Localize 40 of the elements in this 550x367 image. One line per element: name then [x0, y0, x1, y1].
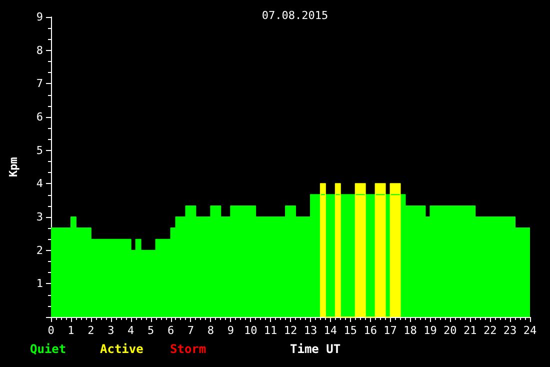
- x-tick-label: 18: [404, 324, 417, 337]
- x-tick-label: 4: [128, 324, 135, 337]
- text: Active: [100, 342, 144, 356]
- x-tick-label: 22: [483, 324, 497, 337]
- y-tick-label: 8: [36, 44, 43, 57]
- x-tick-label: 7: [187, 324, 194, 337]
- x-tick-label: 16: [364, 324, 377, 337]
- x-tick-label: 17: [384, 324, 397, 337]
- x-tick-label: 12: [284, 324, 298, 337]
- y-tick-label: 1: [36, 277, 43, 290]
- x-tick-label: 21: [464, 324, 477, 337]
- x-tick-label: 0: [48, 324, 54, 337]
- y-tick-label: 2: [36, 244, 43, 257]
- y-tick-label: 9: [36, 10, 43, 24]
- y-axis-title: Kpm: [7, 156, 20, 177]
- x-tick-label: 11: [264, 324, 278, 337]
- x-tick-label: 3: [108, 324, 114, 337]
- x-tick-label: 24: [523, 324, 537, 337]
- y-tick-label: 3: [36, 210, 43, 224]
- x-tick-label: 15: [344, 324, 357, 337]
- chart-title: 07.08.2015: [262, 9, 328, 22]
- x-tick-label: 5: [147, 324, 154, 337]
- x-tick-label: 19: [424, 324, 437, 337]
- y-tick-label: 4: [36, 177, 44, 190]
- x-tick-label: 23: [503, 324, 517, 337]
- x-axis-title: Time UT: [290, 342, 341, 356]
- x-tick-label: 8: [207, 324, 214, 337]
- x-tick-label: 9: [227, 324, 234, 337]
- x-tick-label: 2: [88, 324, 94, 337]
- x-tick-label: 1: [68, 324, 74, 337]
- x-tick-label: 13: [304, 324, 318, 337]
- y-tick-label: 6: [36, 110, 43, 124]
- x-tick-label: 10: [244, 324, 258, 337]
- text: Quiet: [30, 342, 66, 356]
- x-tick-label: 14: [324, 324, 338, 337]
- y-tick-label: 5: [36, 144, 43, 157]
- y-tick-label: 7: [36, 77, 43, 90]
- legend-label: Storm: [170, 342, 206, 356]
- x-tick-label: 20: [444, 324, 457, 337]
- x-tick-label: 6: [167, 324, 174, 337]
